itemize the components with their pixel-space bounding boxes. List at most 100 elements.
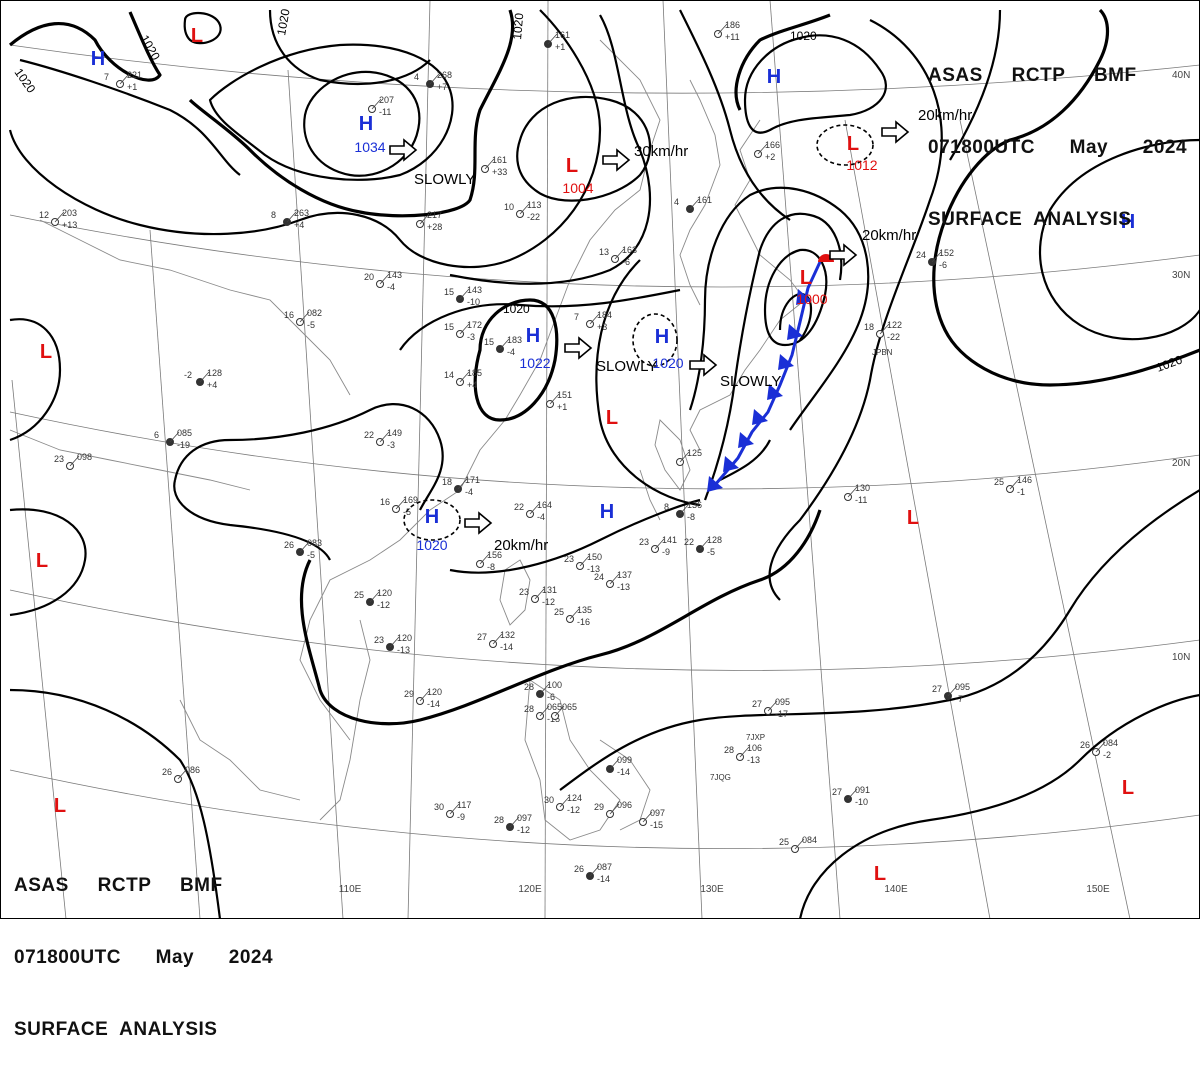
station-plot: 27 095 -17 [752, 697, 790, 719]
station-tendency: +3 [597, 322, 607, 332]
isobar [183, 12, 222, 45]
isobar [932, 8, 1200, 387]
station-tendency: -11 [379, 107, 391, 117]
station-tendency: -14 [597, 874, 610, 884]
wind-barb [395, 498, 406, 510]
station-tendency: -13 [747, 755, 760, 765]
station-temperature: 27 [832, 787, 842, 797]
station-tendency: -3 [387, 440, 395, 450]
station-pressure: 141 [662, 535, 677, 545]
station-tendency: -6 [939, 260, 947, 270]
station-tendency: +2 [765, 152, 775, 162]
wind-barb [609, 803, 620, 815]
isobar [595, 259, 701, 507]
meridian [959, 119, 1131, 919]
cold-front-triangle [707, 476, 723, 492]
station-temperature: 26 [574, 864, 584, 874]
station-pressure: 151 [557, 390, 572, 400]
high-pressure-letter: H [1121, 211, 1135, 233]
high-pressure-letter: H [655, 326, 669, 348]
wind-barb [459, 371, 470, 383]
station-pressure: 086 [185, 765, 200, 775]
station-pressure: 171 [465, 475, 480, 485]
station-tendency: -22 [527, 212, 540, 222]
station-temperature: 22 [684, 537, 694, 547]
meridian [544, 0, 549, 919]
graticule [9, 0, 1200, 919]
dashed-isobar [403, 499, 461, 541]
station-temperature: -2 [184, 370, 192, 380]
header-bottom: ASAS RCTP BMF 071800UTC May 2024 SURFACE… [14, 826, 273, 1066]
wind-barb [169, 431, 180, 443]
high-pressure-letter: H [526, 325, 540, 347]
station-plot: 26 086 [162, 765, 200, 783]
isobar [719, 439, 771, 481]
station-plot: 22 128 -5 [684, 535, 722, 557]
high-pressure-letter: H [600, 501, 614, 523]
wind-barb [589, 865, 600, 877]
station-plot: 25 135 -16 [554, 605, 592, 627]
motion-label: 20km/hr [918, 107, 972, 124]
station-temperature: 28 [494, 815, 504, 825]
high-pressure-letter: H [91, 48, 105, 70]
isobar-label: 1020 [503, 302, 530, 316]
pressure-systems: HH1034H1022H1020H1020HHHLL1004L1012L1000… [36, 25, 1135, 885]
station-temperature: 28 [524, 704, 534, 714]
station-plot: 28 100 -6 [524, 680, 562, 702]
low-pressure-letter: L [36, 550, 48, 572]
station-plot: 22 164 -4 [514, 500, 552, 522]
station-plot: 16 082 -5 [284, 308, 322, 330]
isobar-label: 1020 [274, 7, 292, 36]
isobar [688, 186, 870, 431]
meridian [287, 69, 344, 919]
station-tendency: -14 [500, 642, 513, 652]
station-pressure: 124 [567, 793, 582, 803]
station-temperature: 18 [442, 477, 452, 487]
dashed-isobar [816, 124, 874, 166]
isobar [399, 288, 681, 351]
station-pressure: 100 [547, 680, 562, 690]
station-plot: 8 263 +4 [271, 208, 309, 230]
station-pressure: 207 [379, 95, 394, 105]
station-tendency: -13 [587, 564, 600, 574]
station-temperature: 7 [104, 72, 109, 82]
cold-front-triangle [787, 324, 803, 340]
wind-barb [757, 143, 768, 155]
station-pressure: 166 [765, 140, 780, 150]
isobar-label: 1020 [790, 29, 817, 43]
station-tendency: -2 [1103, 750, 1111, 760]
header-agency: ASAS RCTP BMF [14, 875, 223, 896]
station-temperature: 12 [39, 210, 49, 220]
station-pressure: 135 [577, 605, 592, 615]
station-plot: 18 171 -4 [442, 475, 480, 497]
isobar [173, 479, 331, 561]
station-plot: 099-14 [606, 755, 632, 777]
low-pressure-letter: L [191, 25, 203, 47]
station-pressure: 082 [307, 308, 322, 318]
station-tendency: -14 [427, 699, 440, 709]
station-tendency: -14 [617, 767, 630, 777]
wind-barb [449, 803, 460, 815]
motion-arrow [602, 148, 631, 172]
coastline [679, 79, 721, 306]
low-pressure-letter: L [874, 863, 886, 885]
station-temperature: 14 [444, 370, 454, 380]
station-temperature: 22 [364, 430, 374, 440]
station-pressure: 172 [467, 320, 482, 330]
station-pressure: 156 [487, 550, 502, 560]
wind-barb [459, 288, 470, 300]
header-time: 071800UTC May 2024 [928, 137, 1188, 158]
station-pressure: 263 [294, 208, 309, 218]
station-temperature: 15 [444, 322, 454, 332]
low-pressure-letter: L [1122, 777, 1134, 799]
station-pressure: 146 [1017, 475, 1032, 485]
isobar [9, 508, 87, 617]
high-pressure-value: 1020 [416, 537, 447, 553]
station-pressure: 083 [307, 538, 322, 548]
station-temperature: 8 [664, 502, 669, 512]
station-plot: 4 268 +7 [414, 70, 452, 92]
station-tendency: -4 [387, 282, 395, 292]
station-plot: 7 184 +3 [574, 310, 612, 332]
wind-barb [492, 633, 503, 645]
